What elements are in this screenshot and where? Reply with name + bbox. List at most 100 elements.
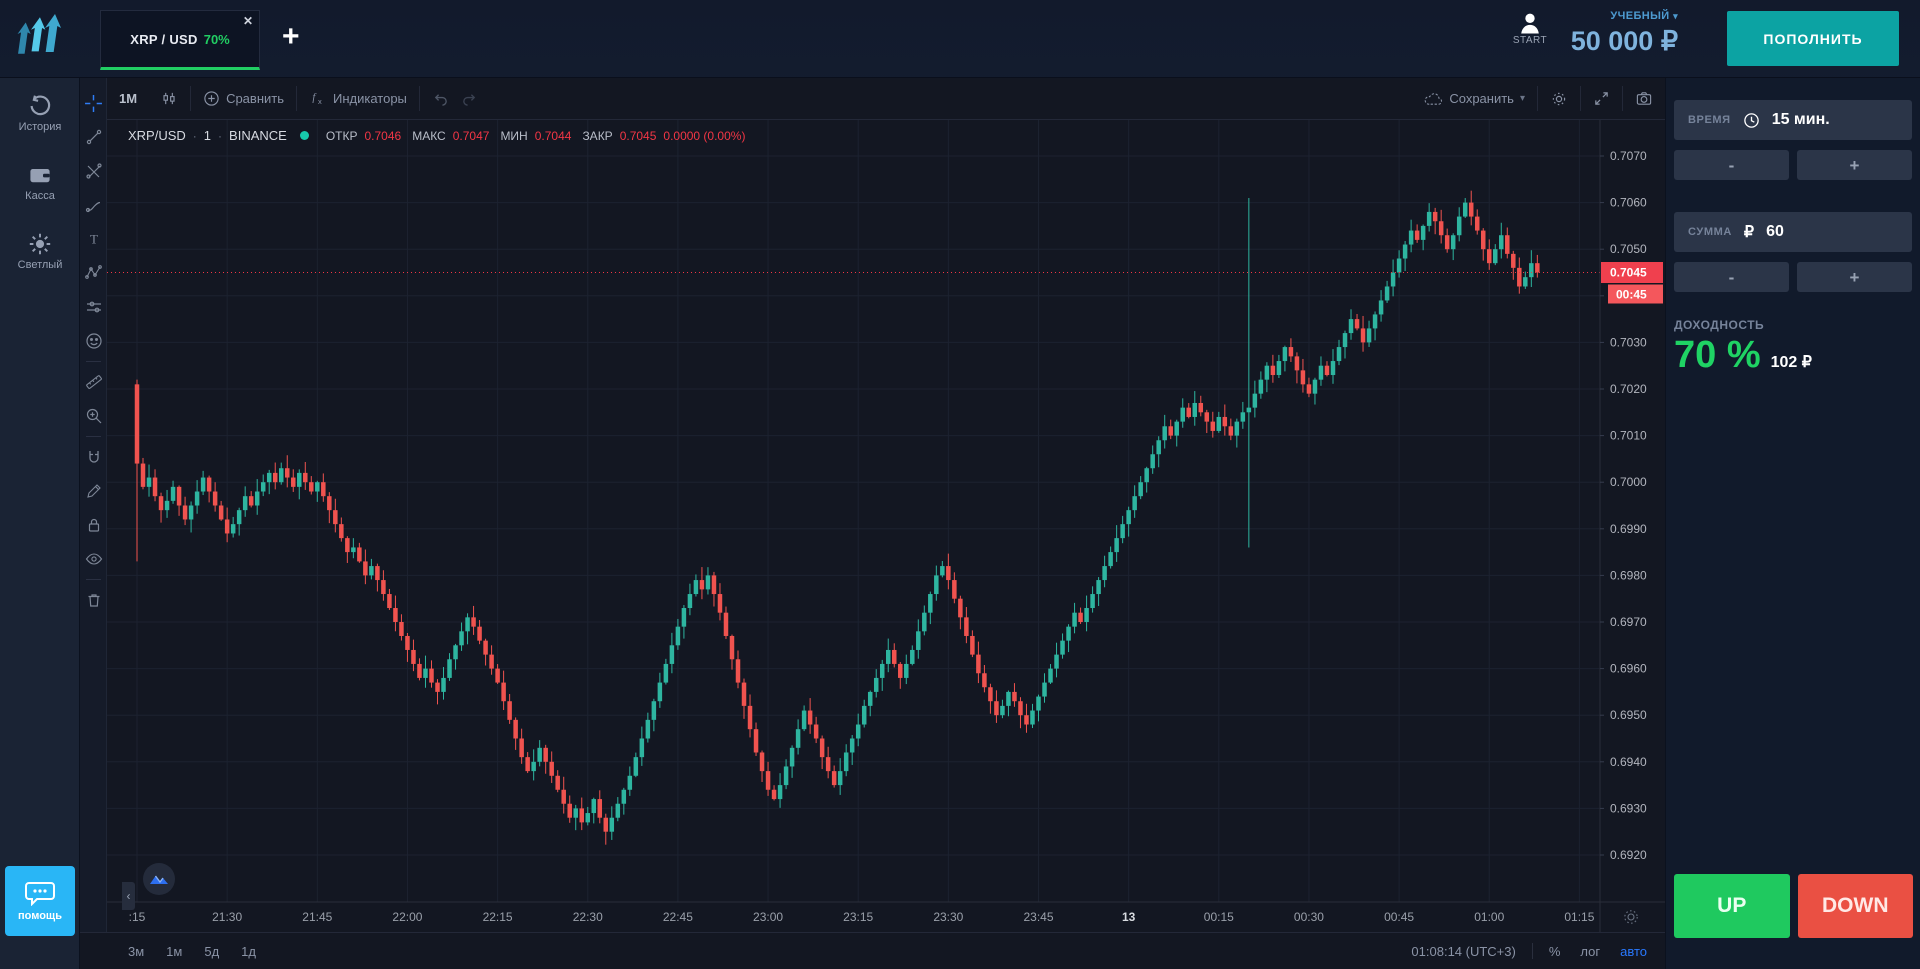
deposit-button[interactable]: ПОПОЛНИТЬ xyxy=(1727,11,1899,66)
sidebar-item-label: История xyxy=(18,121,62,133)
hide-all-tool[interactable] xyxy=(80,542,107,576)
profile-button[interactable]: START xyxy=(1502,12,1558,46)
interval-button[interactable]: 1M xyxy=(119,91,138,106)
legend-open-label: ОТКР xyxy=(325,128,358,143)
time-value: 15 мин. xyxy=(1771,111,1830,128)
range-5d-button[interactable]: 5д xyxy=(204,943,220,959)
svg-text:0.7010: 0.7010 xyxy=(1610,429,1647,443)
range-1m-button[interactable]: 1м xyxy=(166,943,183,959)
svg-text:21:45: 21:45 xyxy=(302,910,332,924)
indicators-button[interactable]: f x Индикаторы xyxy=(297,78,419,119)
amount-minus-button[interactable]: - xyxy=(1674,262,1789,292)
payout-percent: 70 % xyxy=(1674,334,1761,376)
time-plus-button[interactable]: + xyxy=(1797,150,1912,180)
camera-icon xyxy=(1636,92,1652,105)
candlestick-chart[interactable]: 0.70700.70600.70500.70400.70300.70200.70… xyxy=(107,120,1665,932)
chat-icon xyxy=(25,882,55,906)
asset-tab[interactable]: XRP / USD 70% ✕ xyxy=(100,10,260,70)
compare-button[interactable]: Сравнить xyxy=(191,78,296,119)
svg-text:0.6920: 0.6920 xyxy=(1610,848,1647,862)
log-scale-button[interactable]: лог xyxy=(1580,943,1601,959)
undo-icon xyxy=(434,94,447,106)
user-icon xyxy=(1521,13,1539,34)
payout-label: ДОХОДНОСТЬ xyxy=(1674,318,1765,332)
range-1d-button[interactable]: 1д xyxy=(241,943,256,959)
sidebar-item-cashier[interactable]: Касса xyxy=(0,163,80,202)
chart-style-button[interactable] xyxy=(149,78,190,119)
chart-legend: XRP/USD · 1 · BINANCE ОТКР 0.7046 МАКС 0… xyxy=(128,128,745,143)
svg-text:0.7060: 0.7060 xyxy=(1610,196,1647,210)
trade-panel: ВРЕМЯ 15 мин. - + СУММА ₽ 60 - + ДОХОДНО… xyxy=(1665,78,1920,969)
undo-button[interactable] xyxy=(420,78,461,119)
percent-scale-button[interactable]: % xyxy=(1548,943,1561,959)
screenshot-button[interactable] xyxy=(1623,78,1665,119)
magnet-tool[interactable] xyxy=(80,440,107,474)
trend-line-tool[interactable] xyxy=(80,120,107,154)
help-button[interactable]: помощь xyxy=(5,866,75,936)
svg-text:x: x xyxy=(318,97,322,106)
emoji-tool[interactable] xyxy=(80,324,107,358)
up-button[interactable]: UP xyxy=(1674,874,1790,938)
chart-settings-button[interactable] xyxy=(1538,78,1580,119)
zoom-in-tool[interactable] xyxy=(80,399,107,433)
collapse-panel-handle[interactable]: ‹ xyxy=(122,882,135,910)
amount-plus-button[interactable]: + xyxy=(1797,262,1912,292)
time-minus-button[interactable]: - xyxy=(1674,150,1789,180)
svg-text:23:00: 23:00 xyxy=(753,910,783,924)
app-logo-icon[interactable] xyxy=(14,14,64,64)
svg-text:22:45: 22:45 xyxy=(663,910,693,924)
legend-exchange: BINANCE xyxy=(229,128,287,143)
history-icon xyxy=(30,95,51,116)
svg-text:22:30: 22:30 xyxy=(573,910,603,924)
svg-text:23:45: 23:45 xyxy=(1023,910,1053,924)
toolbar-divider xyxy=(1580,86,1581,111)
auto-scale-button[interactable]: авто xyxy=(1620,943,1647,959)
text-tool[interactable]: T xyxy=(80,222,107,256)
drawing-toolbar: T xyxy=(80,78,107,969)
amount-field[interactable]: СУММА ₽ 60 xyxy=(1674,212,1912,252)
svg-text:13: 13 xyxy=(1122,910,1136,924)
wallet-icon xyxy=(30,169,50,183)
redo-button[interactable] xyxy=(461,78,490,119)
down-button[interactable]: DOWN xyxy=(1797,874,1913,938)
save-label: Сохранить xyxy=(1449,91,1514,106)
svg-text:01:15: 01:15 xyxy=(1564,910,1594,924)
legend-separator: · xyxy=(218,128,223,143)
sidebar-item-theme[interactable]: Светлый xyxy=(0,232,80,271)
remove-all-tool[interactable] xyxy=(80,583,107,617)
forecast-tool[interactable] xyxy=(80,290,107,324)
account-block: УЧЕБНЫЙ ▾ 50 000 ₽ xyxy=(1560,10,1678,57)
svg-text:0.6930: 0.6930 xyxy=(1610,801,1647,815)
add-tab-button[interactable]: + xyxy=(282,20,300,53)
help-label: помощь xyxy=(18,910,62,922)
brush-tool[interactable] xyxy=(80,188,107,222)
chart-bottom-bar: 3м 1м 5д 1д 01:08:14 (UTC+3) % лог авто xyxy=(80,932,1665,969)
sidebar-item-history[interactable]: История xyxy=(0,94,80,133)
app-sidebar: История Касса Светлый помощь xyxy=(0,78,80,969)
range-3m-button[interactable]: 3м xyxy=(128,943,145,959)
crosshair-tool[interactable] xyxy=(80,86,107,120)
ruler-tool[interactable] xyxy=(80,365,107,399)
draw-mode-tool[interactable] xyxy=(80,474,107,508)
fullscreen-button[interactable] xyxy=(1581,78,1622,119)
lock-tool[interactable] xyxy=(80,508,107,542)
toolbar-separator xyxy=(85,579,101,580)
svg-text:0.7050: 0.7050 xyxy=(1610,242,1647,256)
svg-text:22:00: 22:00 xyxy=(392,910,422,924)
exchange-watermark-icon[interactable] xyxy=(142,862,176,896)
tab-close-icon[interactable]: ✕ xyxy=(242,14,253,28)
svg-text:0.7030: 0.7030 xyxy=(1610,335,1647,349)
account-type-dropdown[interactable]: УЧЕБНЫЙ ▾ xyxy=(1560,10,1678,22)
market-status-dot[interactable] xyxy=(299,131,309,140)
pattern-tool[interactable] xyxy=(80,256,107,290)
svg-text:0.6980: 0.6980 xyxy=(1610,568,1647,582)
legend-separator: · xyxy=(192,128,197,143)
svg-text:0.7020: 0.7020 xyxy=(1610,382,1647,396)
profile-label: START xyxy=(1512,35,1548,46)
clock-utc[interactable]: 01:08:14 (UTC+3) xyxy=(1411,943,1516,959)
save-layout-button[interactable]: Сохранить ▾ xyxy=(1412,78,1537,119)
fib-tools[interactable] xyxy=(80,154,107,188)
expiry-time-field[interactable]: ВРЕМЯ 15 мин. xyxy=(1674,100,1912,140)
legend-symbol[interactable]: XRP/USD xyxy=(128,128,186,143)
svg-text:00:45: 00:45 xyxy=(1616,288,1647,302)
